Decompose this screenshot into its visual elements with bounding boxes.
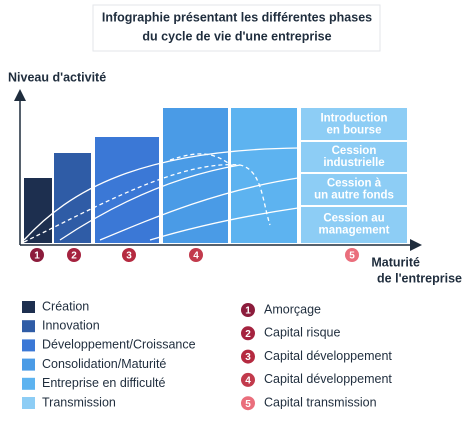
exit-label: Cession à (327, 178, 382, 190)
phase-bar (301, 108, 407, 243)
phase-bar (24, 178, 52, 243)
legend-swatch (22, 301, 35, 313)
legend-label: Amorçage (264, 302, 321, 316)
phase-bar (95, 137, 159, 243)
exit-label: industrielle (323, 157, 384, 169)
legend-swatch (22, 339, 35, 352)
markers: 1 2 3 4 5 (30, 248, 359, 262)
y-axis-label: Niveau d'activité (8, 70, 106, 84)
legend-label: Capital développement (264, 372, 392, 386)
curves (23, 147, 299, 243)
marker-number: 2 (71, 251, 77, 262)
exit-label: un autre fonds (314, 190, 394, 202)
legend-circle (241, 303, 255, 317)
phase-bars (24, 108, 407, 243)
legend-swatch (22, 377, 35, 390)
phase-bar (54, 153, 91, 243)
legend-label: Capital risque (264, 326, 340, 340)
legend-number: 5 (245, 399, 251, 410)
legend-label: Transmission (42, 395, 116, 409)
curve (99, 177, 299, 241)
exit-label: Cession (332, 145, 377, 157)
legend-number: 3 (245, 352, 251, 363)
x-axis-label: de l'entreprise (377, 271, 462, 285)
marker-circle (67, 248, 81, 262)
title-line: Infographie présentant les différentes p… (102, 10, 372, 24)
marker-number: 5 (349, 251, 355, 262)
exit-label: en bourse (327, 125, 382, 137)
legend-circle (241, 372, 255, 387)
curve (59, 164, 241, 241)
marker-circle (122, 248, 136, 262)
legend-label: Consolidation/Maturité (42, 357, 166, 371)
curve (169, 153, 236, 169)
marker-number: 3 (126, 251, 132, 262)
marker-circle (345, 248, 359, 262)
marker-circle (30, 248, 44, 262)
legend-label: Création (42, 299, 89, 313)
title-line: du cycle de vie d'une entreprise (142, 29, 331, 43)
curve (23, 147, 299, 241)
exit-label: management (319, 225, 390, 237)
legend-number: 1 (245, 306, 251, 317)
legend-label: Entreprise en difficulté (42, 376, 165, 390)
legend-number: 2 (245, 329, 251, 340)
x-axis-label: Maturité (371, 255, 420, 269)
legend-swatch (22, 320, 35, 333)
exit-label: Introduction (320, 113, 387, 125)
marker-number: 4 (193, 251, 199, 262)
legend-circle (241, 349, 255, 364)
legend-circle (241, 396, 255, 411)
legend-swatch (22, 397, 35, 409)
legend: Création Innovation Développement/Croissan… (22, 299, 392, 411)
marker-circle (189, 248, 203, 262)
legend-label: Capital transmission (264, 395, 377, 409)
legend-label: Capital développement (264, 349, 392, 363)
curve (149, 207, 299, 241)
marker-number: 1 (34, 251, 40, 262)
title-box (92, 4, 381, 52)
legend-label: Innovation (42, 318, 100, 332)
curve (23, 163, 271, 243)
legend-label: Développement/Croissance (42, 338, 196, 352)
legend-circle (241, 326, 255, 341)
legend-swatch (22, 358, 35, 371)
legend-number: 4 (245, 376, 251, 387)
phase-bar (231, 108, 297, 243)
exit-label: Cession au (323, 213, 384, 225)
